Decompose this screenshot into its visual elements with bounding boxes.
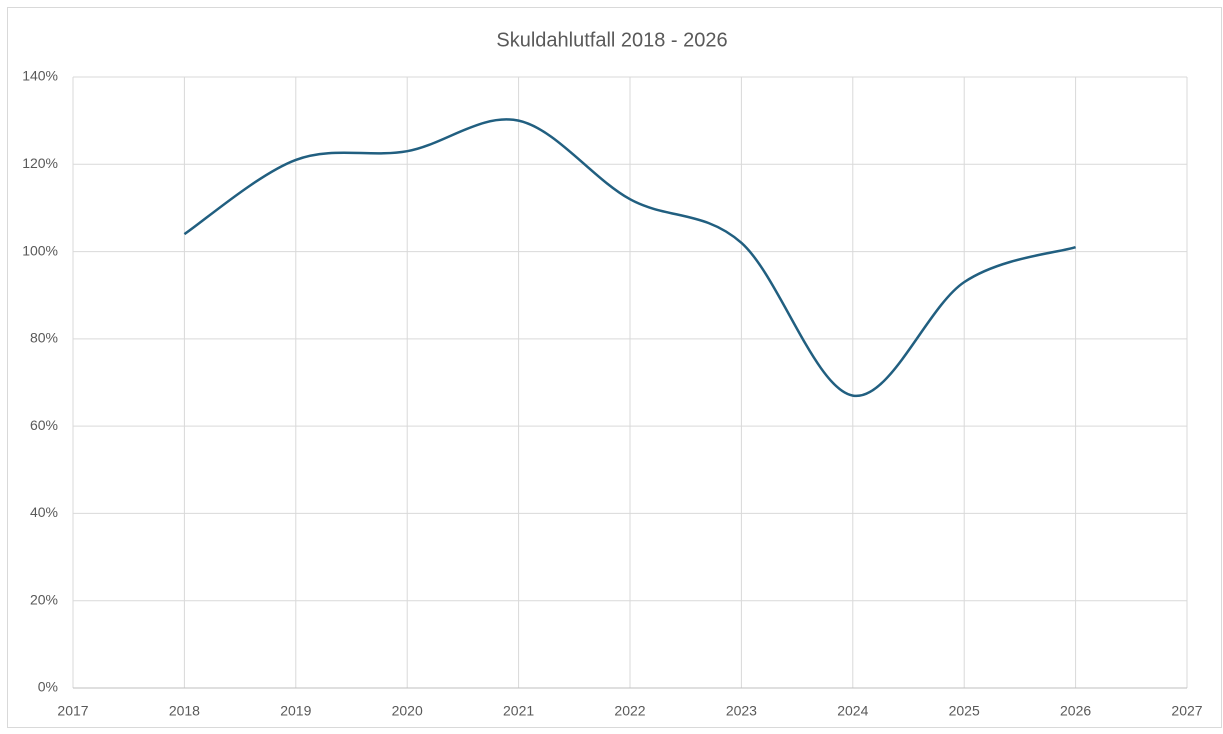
data-line — [183, 118, 1076, 397]
x-tick-label: 2022 — [614, 703, 645, 719]
x-tick-label: 2027 — [1171, 703, 1202, 719]
x-tick-label: 2021 — [503, 703, 534, 719]
x-tick-label: 2018 — [169, 703, 200, 719]
y-tick-label: 100% — [22, 242, 58, 258]
x-tick-label: 2017 — [57, 703, 88, 719]
x-tick-label: 2024 — [837, 703, 868, 719]
x-tick-label: 2025 — [949, 703, 980, 719]
y-tick-label: 20% — [30, 591, 58, 607]
y-tick-label: 60% — [30, 417, 58, 433]
x-tick-label: 2026 — [1060, 703, 1091, 719]
chart-frame — [7, 7, 1222, 728]
y-tick-label: 40% — [30, 504, 58, 520]
x-tick-label: 2023 — [726, 703, 757, 719]
x-tick-label: 2019 — [280, 703, 311, 719]
y-tick-label: 120% — [22, 155, 58, 171]
chart-title: Skuldahlutfall 2018 - 2026 — [496, 29, 727, 51]
y-tick-label: 80% — [30, 330, 58, 346]
y-tick-label: 140% — [22, 68, 58, 84]
y-tick-label: 0% — [38, 679, 58, 695]
x-tick-label: 2020 — [392, 703, 423, 719]
